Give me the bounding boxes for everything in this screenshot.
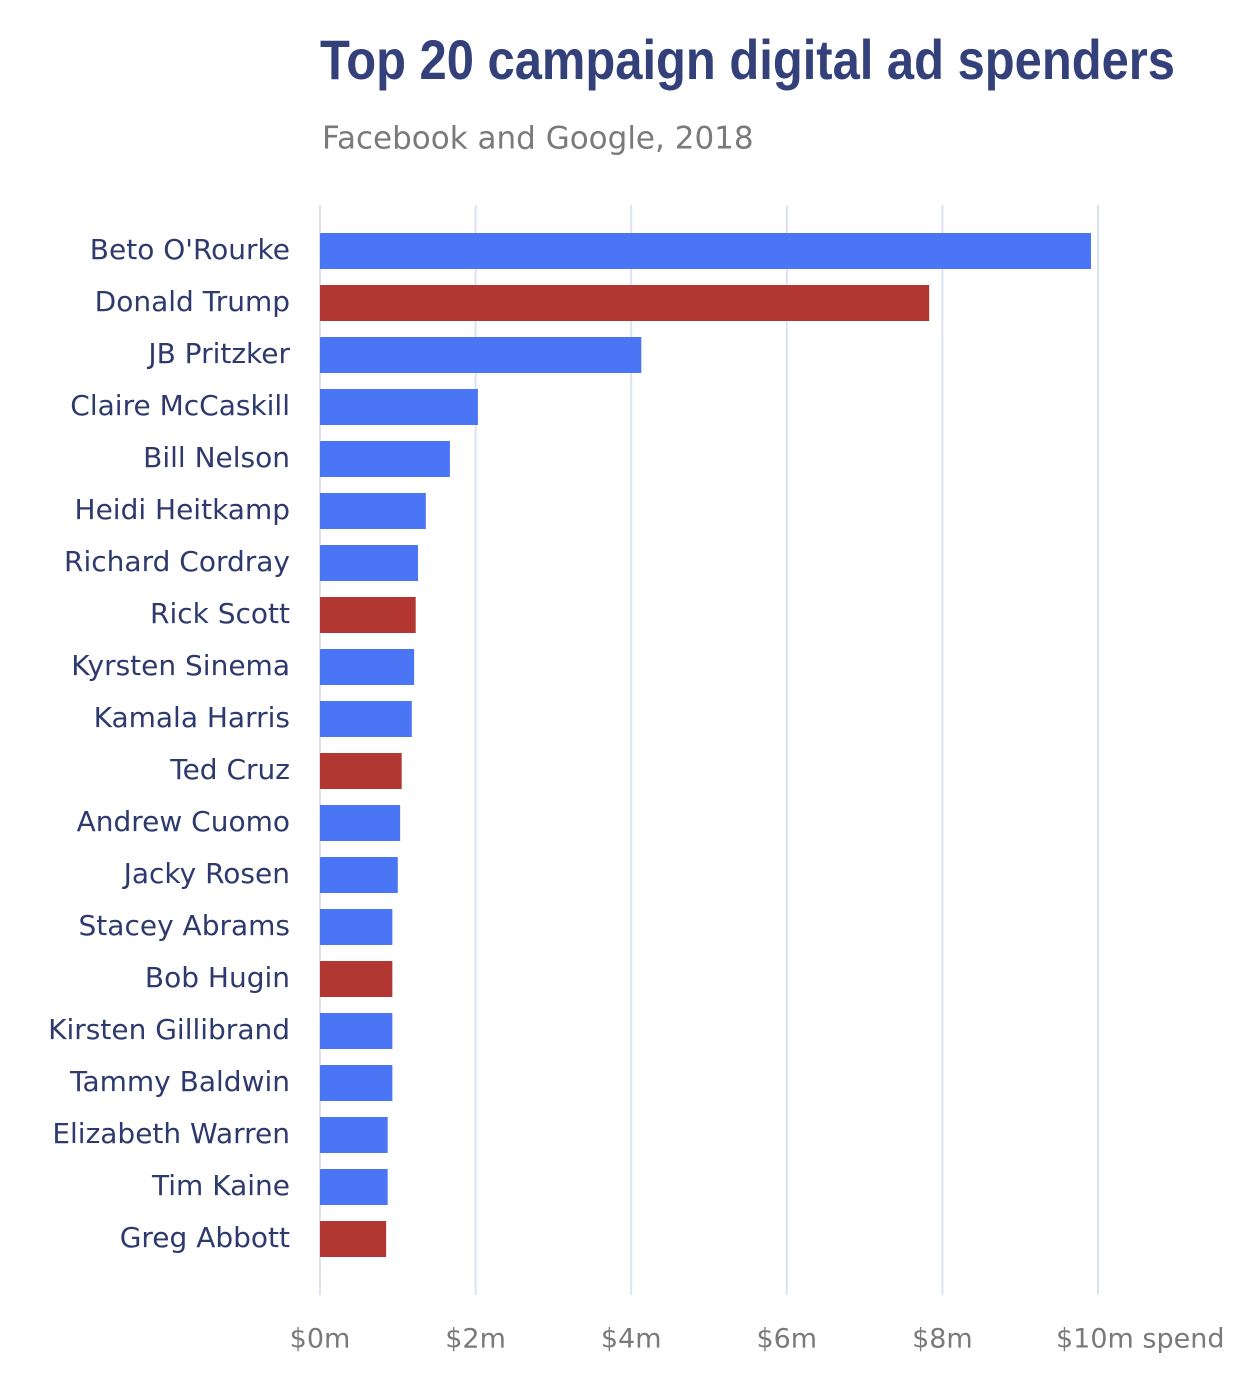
y-tick-label: Richard Cordray: [64, 545, 290, 578]
chart-title: Top 20 campaign digital ad spenders: [320, 28, 1175, 91]
y-tick-label: Tim Kaine: [151, 1169, 290, 1202]
bar: [320, 805, 401, 841]
bar: [320, 753, 402, 789]
y-tick-label: Stacey Abrams: [79, 909, 290, 942]
y-tick-label: JB Pritzker: [146, 337, 290, 370]
y-tick-label: Tammy Baldwin: [69, 1065, 290, 1098]
bar: [320, 909, 393, 945]
y-tick-label: Rick Scott: [150, 597, 290, 630]
bar: [320, 1117, 388, 1153]
y-tick-label: Ted Cruz: [169, 753, 290, 786]
bar: [320, 961, 393, 997]
x-tick-label: $4m: [601, 1324, 662, 1355]
y-tick-label: Jacky Rosen: [122, 857, 290, 890]
chart-subtitle: Facebook and Google, 2018: [322, 121, 754, 157]
y-tick-label: Donald Trump: [95, 285, 290, 318]
y-tick-label: Kamala Harris: [94, 701, 290, 734]
x-tick-label: $8m: [912, 1324, 973, 1355]
y-tick-label: Elizabeth Warren: [52, 1117, 290, 1150]
bar: [320, 233, 1091, 269]
x-tick-label: $2m: [445, 1324, 506, 1355]
bar: [320, 285, 930, 321]
x-tick-label: $10m spend: [1056, 1324, 1225, 1355]
y-tick-label: Greg Abbott: [120, 1221, 290, 1254]
bar: [320, 337, 642, 373]
y-tick-label: Kyrsten Sinema: [71, 649, 290, 682]
y-tick-label: Kirsten Gillibrand: [48, 1013, 290, 1046]
bar: [320, 1169, 388, 1205]
bar: [320, 1065, 393, 1101]
x-tick-label: $0m: [290, 1324, 351, 1355]
y-tick-label: Claire McCaskill: [70, 389, 290, 422]
y-tick-label: Andrew Cuomo: [77, 805, 290, 838]
y-tick-label: Heidi Heitkamp: [75, 493, 290, 526]
bar: [320, 441, 450, 477]
bar: [320, 1221, 387, 1257]
bar: [320, 857, 398, 893]
bar: [320, 701, 412, 737]
y-tick-label: Beto O'Rourke: [90, 233, 290, 266]
bar: [320, 389, 478, 425]
x-tick-label: $6m: [756, 1324, 817, 1355]
bar: [320, 597, 416, 633]
y-tick-label: Bob Hugin: [145, 961, 290, 994]
bar: [320, 649, 415, 685]
bar: [320, 545, 419, 581]
y-tick-label: Bill Nelson: [143, 441, 290, 474]
bar: [320, 493, 426, 529]
bar: [320, 1013, 393, 1049]
